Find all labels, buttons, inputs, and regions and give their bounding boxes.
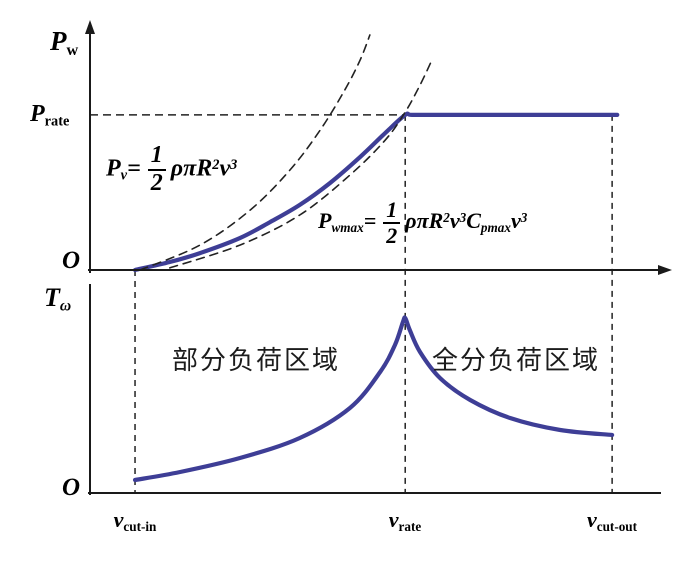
torque-curve: [132, 315, 615, 483]
top-y-axis-label-main: P: [50, 26, 67, 56]
formula-pwmax-frac-num: 1: [383, 198, 401, 224]
formula-pv-equals: =: [127, 155, 141, 182]
dashed-curve-2: [169, 59, 433, 269]
formula-pwmax-term2-sup: 3: [459, 209, 467, 225]
formula-pv: Pv= 1 2 ρπR2v3: [106, 142, 238, 197]
bottom-y-axis-label-main: T: [44, 283, 60, 312]
x-tick-v-cut-out-main: v: [586, 507, 597, 532]
top-y-axis-label: Pw: [50, 26, 78, 60]
formula-pwmax: Pwmax= 1 2 ρπR2v3Cpmaxv3: [318, 198, 527, 248]
formula-pv-term1-sup: 2: [212, 156, 220, 173]
formula-pwmax-term4: v: [510, 207, 521, 233]
power-curve: [132, 111, 620, 273]
x-tick-v-rate-main: v: [388, 507, 399, 532]
formula-pwmax-term4-sup: 3: [520, 209, 528, 225]
formula-pwmax-term3: C: [466, 207, 481, 233]
bottom-y-axis-label: Tω: [44, 283, 71, 316]
formula-pv-lhs: P: [106, 155, 121, 182]
p-rate-label-main: P: [30, 101, 45, 127]
formula-pwmax-term3-sub: pmax: [480, 219, 511, 235]
formula-pv-lhs-sub: v: [120, 167, 128, 184]
x-tick-v-rate: vrate: [340, 507, 470, 535]
p-rate-label-sub: rate: [44, 113, 70, 130]
formula-pv-frac-num: 1: [147, 142, 166, 171]
formula-pv-term1: ρπR: [170, 155, 213, 182]
bottom-origin-label: O: [62, 474, 81, 501]
top-y-axis-label-sub: w: [66, 40, 79, 59]
x-tick-v-rate-sub: rate: [398, 518, 422, 534]
formula-pv-term2: v: [219, 155, 231, 182]
dashed-curve-1: [139, 34, 371, 271]
x-tick-v-cut-out-sub: cut-out: [596, 518, 638, 534]
region-label-partial-load: 部分负荷区域: [172, 345, 341, 375]
formula-pwmax-term2: v: [449, 207, 460, 233]
formula-pv-term2-sup: 3: [230, 156, 238, 173]
formula-pwmax-term1-sup: 2: [443, 209, 450, 225]
formula-pwmax-lhs-sub: wmax: [331, 219, 364, 235]
bottom-y-axis-label-sub: ω: [59, 297, 72, 315]
x-tick-v-cut-in-main: v: [113, 507, 124, 532]
p-rate-label: Prate: [30, 101, 69, 130]
formula-pwmax-equals: =: [363, 207, 377, 233]
top-x-axis-arrow: [658, 265, 672, 275]
x-tick-v-cut-out: vcut-out: [547, 507, 677, 535]
x-tick-v-cut-in: vcut-in: [70, 507, 200, 535]
formula-pv-frac-den: 2: [150, 169, 163, 196]
top-y-axis-arrow: [85, 20, 95, 34]
x-tick-v-cut-in-sub: cut-in: [123, 518, 157, 534]
formula-pwmax-term1: ρπR: [405, 207, 444, 233]
top-origin-label: O: [62, 247, 81, 274]
region-label-full-load: 全分负荷区域: [432, 345, 601, 375]
formula-pwmax-frac-den: 2: [386, 222, 398, 248]
formula-pwmax-lhs: P: [318, 207, 332, 233]
